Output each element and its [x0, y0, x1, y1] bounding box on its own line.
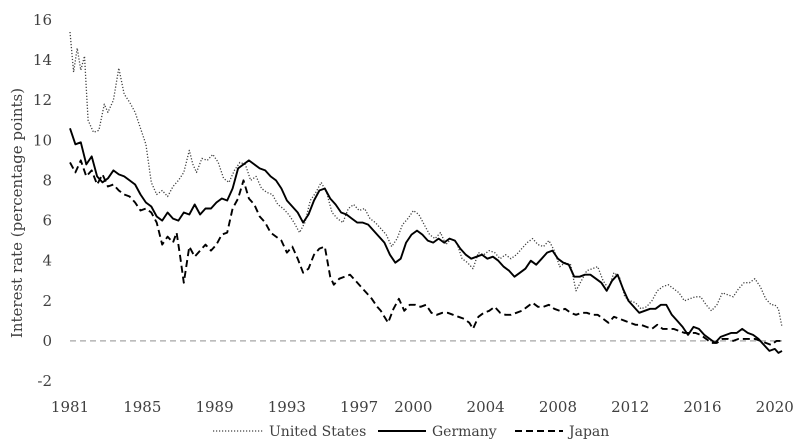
- x-tick-label: 2012: [611, 398, 649, 416]
- x-tick-label: 2020: [756, 398, 794, 416]
- x-axis-ticks: 1981 1985 1989 1993 1997 2000 2004 2008 2012 2016…: [51, 398, 794, 416]
- legend-label: Germany: [432, 424, 497, 440]
- legend-label: Japan: [567, 424, 609, 440]
- y-tick-label: -2: [37, 372, 52, 390]
- series-lines: [69, 31, 783, 354]
- series-line-united-states: [69, 31, 783, 328]
- series-line-germany: [69, 127, 783, 354]
- y-axis-title: Interest rate (percentage points): [8, 88, 26, 338]
- x-tick-label: 1985: [123, 398, 161, 416]
- legend: United States Germany Japan: [213, 424, 609, 440]
- x-tick-label: 1981: [51, 398, 89, 416]
- x-tick-label: 2000: [394, 398, 432, 416]
- y-tick-label: 10: [33, 131, 52, 149]
- x-tick-label: 2004: [467, 398, 505, 416]
- y-tick-label: 0: [42, 332, 52, 350]
- y-tick-label: 12: [33, 91, 52, 109]
- y-axis-ticks: -2 0 2 4 6 8 10 12 14 16: [33, 11, 52, 390]
- x-tick-label: 1993: [268, 398, 306, 416]
- y-tick-label: 4: [42, 252, 52, 270]
- x-tick-label: 1989: [195, 398, 233, 416]
- legend-label: United States: [269, 424, 366, 440]
- x-tick-label: 1997: [340, 398, 378, 416]
- y-tick-label: 8: [42, 171, 52, 189]
- y-tick-label: 6: [42, 212, 52, 230]
- y-tick-label: 2: [42, 292, 52, 310]
- series-line-japan: [69, 159, 782, 346]
- y-tick-label: 14: [33, 51, 52, 69]
- x-tick-label: 2008: [539, 398, 577, 416]
- y-tick-label: 16: [33, 11, 52, 29]
- x-tick-label: 2016: [683, 398, 721, 416]
